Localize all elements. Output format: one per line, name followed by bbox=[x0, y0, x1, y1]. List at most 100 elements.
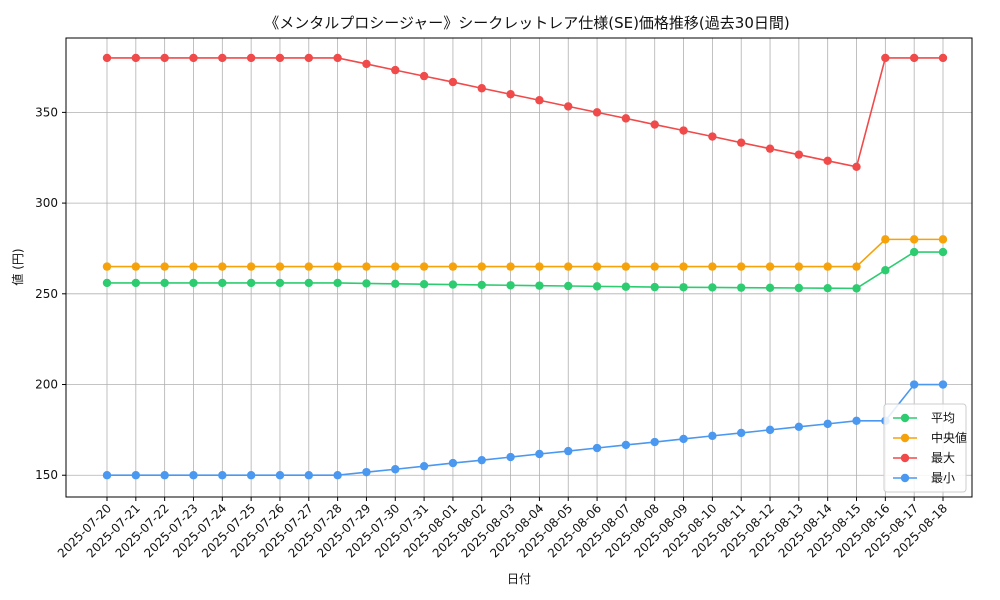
data-point bbox=[621, 282, 631, 291]
data-point bbox=[852, 162, 861, 172]
data-point bbox=[823, 283, 832, 293]
data-point bbox=[938, 53, 948, 63]
data-point bbox=[506, 452, 515, 462]
data-point bbox=[275, 278, 285, 288]
legend-box bbox=[883, 403, 967, 493]
data-point bbox=[938, 235, 948, 244]
data-point bbox=[708, 431, 717, 441]
data-point bbox=[102, 262, 112, 271]
data-point bbox=[160, 53, 169, 63]
y-tick-label: 250 bbox=[35, 287, 58, 301]
data-point bbox=[448, 458, 458, 468]
data-point bbox=[246, 53, 256, 63]
legend-label: 平均 bbox=[931, 411, 955, 425]
y-tick-label: 150 bbox=[35, 468, 58, 482]
legend-item: 平均 bbox=[893, 411, 955, 425]
data-point bbox=[218, 262, 227, 271]
data-point bbox=[621, 440, 631, 450]
data-point bbox=[102, 471, 112, 480]
data-point bbox=[737, 283, 746, 292]
y-axis-label: 値 (円) bbox=[10, 248, 25, 285]
series-line bbox=[107, 251, 943, 290]
data-point bbox=[102, 53, 112, 63]
series-1 bbox=[102, 235, 948, 271]
grid bbox=[66, 38, 972, 497]
data-point bbox=[448, 262, 458, 271]
data-point bbox=[679, 434, 688, 444]
data-point bbox=[535, 262, 544, 271]
chart-title: 《メンタルプロシージャー》シークレットレア仕様(SE)価格推移(過去30日間) bbox=[264, 14, 789, 32]
data-point bbox=[621, 114, 631, 123]
data-point bbox=[823, 156, 832, 166]
series-line bbox=[107, 57, 943, 168]
data-point bbox=[362, 59, 371, 69]
legend-marker bbox=[900, 473, 910, 483]
data-point bbox=[189, 53, 198, 63]
data-point bbox=[881, 266, 890, 275]
data-point bbox=[304, 471, 313, 480]
x-axis-label: 日付 bbox=[507, 572, 531, 586]
data-point bbox=[189, 471, 198, 480]
x-axis: 2025-07-202025-07-212025-07-222025-07-23… bbox=[55, 497, 950, 560]
data-point bbox=[650, 120, 659, 129]
data-point bbox=[391, 262, 400, 271]
legend-label: 最大 bbox=[931, 451, 955, 465]
data-point bbox=[852, 262, 861, 271]
data-point bbox=[160, 471, 169, 480]
data-point bbox=[333, 53, 342, 63]
plot-area bbox=[65, 37, 973, 498]
data-point bbox=[304, 53, 313, 63]
data-point bbox=[218, 471, 227, 480]
data-point bbox=[564, 102, 573, 111]
data-point bbox=[737, 262, 746, 271]
legend-label: 最小 bbox=[931, 471, 955, 485]
data-point bbox=[304, 262, 313, 271]
data-point bbox=[362, 279, 371, 288]
data-point bbox=[160, 278, 169, 288]
data-point bbox=[362, 262, 371, 271]
data-point bbox=[909, 380, 919, 389]
data-point bbox=[679, 283, 688, 292]
data-point bbox=[362, 467, 371, 477]
data-point bbox=[419, 279, 429, 289]
legend-marker bbox=[900, 413, 910, 423]
data-point bbox=[419, 262, 429, 271]
data-point bbox=[794, 262, 804, 271]
series-3 bbox=[102, 380, 948, 480]
data-point bbox=[304, 278, 313, 288]
data-point bbox=[592, 443, 602, 453]
data-point bbox=[852, 416, 861, 426]
data-point bbox=[477, 262, 486, 271]
data-point bbox=[131, 278, 141, 288]
data-point bbox=[131, 471, 141, 480]
data-point bbox=[621, 262, 631, 271]
data-point bbox=[535, 281, 544, 290]
data-point bbox=[506, 281, 515, 290]
data-point bbox=[737, 138, 746, 147]
y-axis: 150 200 250 300 350 bbox=[35, 105, 66, 482]
data-point bbox=[708, 283, 717, 292]
data-point bbox=[535, 449, 544, 459]
data-point bbox=[506, 90, 515, 99]
data-point bbox=[765, 262, 775, 271]
data-point bbox=[650, 262, 659, 271]
data-point bbox=[592, 282, 602, 291]
data-point bbox=[448, 280, 458, 289]
series-line bbox=[107, 383, 943, 477]
y-tick-label: 300 bbox=[35, 196, 58, 210]
y-tick-label: 350 bbox=[35, 105, 58, 119]
data-point bbox=[794, 150, 804, 159]
data-point bbox=[794, 422, 804, 431]
data-point bbox=[448, 77, 458, 87]
data-point bbox=[679, 262, 688, 271]
data-point bbox=[246, 278, 256, 288]
data-point bbox=[333, 278, 342, 288]
data-point bbox=[102, 278, 112, 288]
data-point bbox=[881, 235, 890, 244]
data-point bbox=[333, 471, 342, 480]
data-point bbox=[391, 465, 400, 474]
data-point bbox=[189, 262, 198, 271]
legend-item: 中央値 bbox=[893, 430, 967, 445]
